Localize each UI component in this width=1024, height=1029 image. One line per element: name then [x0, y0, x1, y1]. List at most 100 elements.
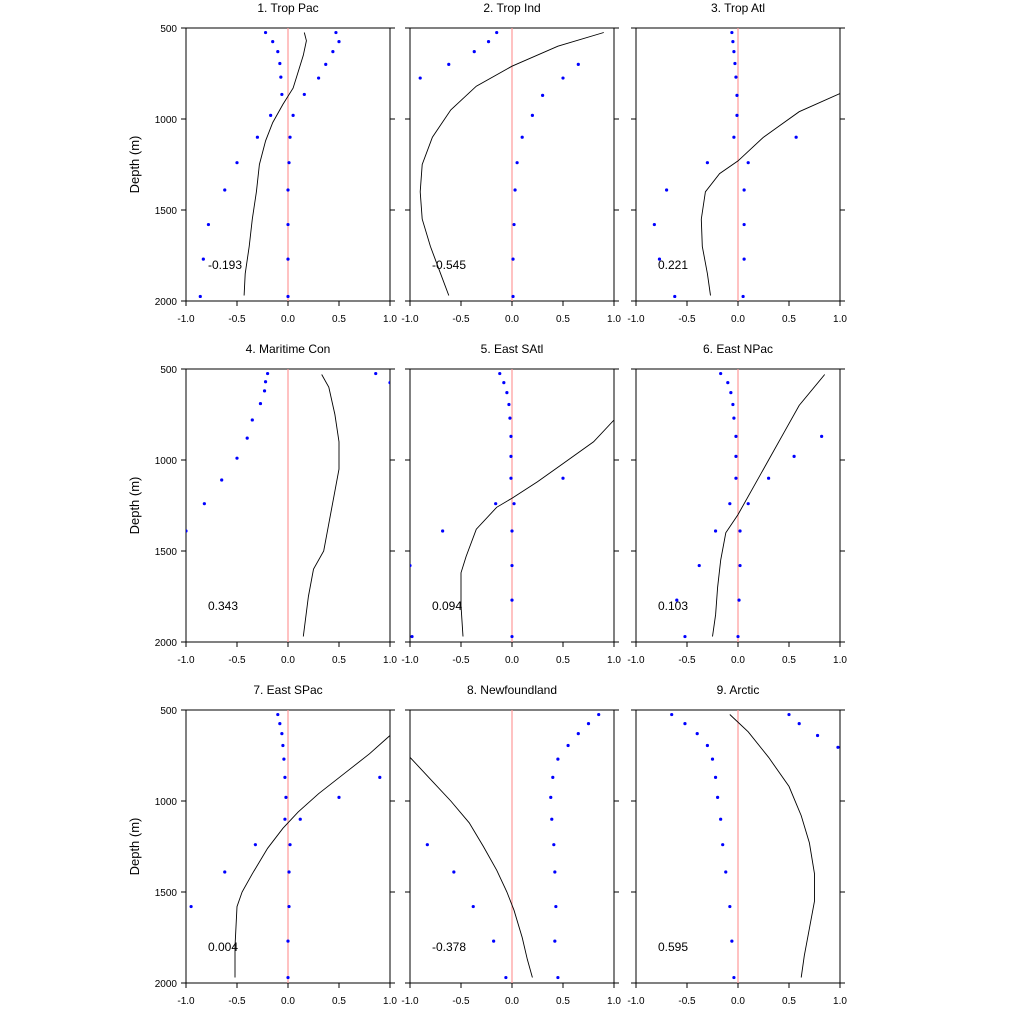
data-point: [728, 904, 732, 909]
x-tick-label: 0.0: [505, 314, 519, 325]
data-point: [286, 257, 290, 261]
data-point: [223, 188, 227, 192]
data-point: [719, 817, 723, 821]
y-tick-label: 500: [160, 706, 177, 717]
panel-title: 6. East NPac: [703, 342, 773, 356]
data-point: [288, 135, 292, 139]
panel-annotation: 0.221: [658, 258, 688, 272]
data-point: [286, 222, 290, 227]
data-point: [202, 502, 206, 506]
x-tick-label: 1.0: [383, 655, 397, 666]
data-point: [797, 722, 801, 726]
correlation-curve: [700, 93, 840, 296]
data-point: [418, 76, 422, 80]
panel-2: 2. Trop Ind -1.0 -0.5 0.0 0.5 1.0 -0.545: [401, 1, 621, 325]
x-tick-label: 0.5: [556, 655, 570, 666]
panel-5: 5. East SAtl -1.0 -0.5 0.0 0.5 1.0 0.094: [401, 342, 621, 666]
panel-title: 5. East SAtl: [481, 342, 544, 356]
data-point: [441, 529, 445, 533]
panel-annotation: 0.595: [658, 940, 688, 954]
data-point: [742, 188, 746, 192]
data-point: [665, 188, 669, 192]
data-point: [710, 757, 715, 761]
data-point: [732, 50, 736, 54]
data-point: [561, 476, 565, 480]
data-point: [597, 712, 601, 717]
data-point: [792, 454, 796, 458]
correlation-curve: [419, 32, 604, 296]
data-point: [552, 843, 556, 847]
panel-annotation: 0.103: [658, 599, 688, 613]
panel-annotation: 0.343: [208, 599, 238, 613]
x-tick-label: 0.5: [332, 314, 346, 325]
data-point: [276, 712, 280, 717]
y-tick-label: 1500: [155, 547, 178, 558]
data-point: [486, 40, 491, 44]
data-point: [291, 113, 295, 117]
data-point: [657, 257, 662, 261]
data-point: [734, 476, 738, 480]
data-point: [767, 476, 771, 480]
plot-content: [189, 712, 390, 980]
y-tick-label: 2000: [155, 297, 178, 308]
data-point: [223, 870, 227, 874]
x-tick-label: -1.0: [401, 996, 419, 1007]
panel-title: 8. Newfoundland: [467, 683, 557, 697]
y-axis-label: Depth (m): [127, 136, 142, 194]
data-point: [724, 870, 728, 874]
data-point: [683, 634, 687, 639]
data-point: [515, 161, 519, 165]
panel-9: 9. Arctic -1.0 -0.5 0.0 0.5 1.0 0.595: [627, 683, 847, 1007]
data-point: [286, 188, 290, 192]
data-point: [280, 92, 284, 97]
y-tick-label: 1000: [155, 456, 178, 467]
data-point: [566, 743, 570, 748]
data-point: [732, 135, 736, 139]
data-point: [298, 817, 302, 821]
data-point: [276, 50, 280, 54]
data-point: [815, 733, 820, 738]
data-point: [511, 257, 515, 261]
data-point: [731, 40, 735, 44]
data-point: [673, 294, 677, 299]
panel-annotation: -0.378: [432, 940, 466, 954]
data-point: [741, 294, 745, 299]
panel-3: 3. Trop Atl -1.0 -0.5 0.0 0.5 1.0 0.221: [627, 1, 847, 325]
data-point: [512, 502, 516, 506]
data-point: [278, 722, 282, 726]
x-tick-label: -0.5: [228, 996, 246, 1007]
data-point: [263, 30, 268, 35]
x-tick-label: 0.0: [731, 996, 745, 1007]
y-axis-label: Depth (m): [127, 818, 142, 876]
data-point: [541, 93, 545, 97]
y-tick-label: 1500: [155, 888, 178, 899]
panel-7: 7. East SPac -1.0 -0.5 0.0 0.5 1.0 500 1000 1500…: [127, 683, 397, 1007]
data-point: [729, 391, 733, 395]
data-point: [719, 371, 723, 376]
data-point: [282, 757, 286, 761]
x-tick-label: 1.0: [607, 655, 621, 666]
data-point: [652, 222, 656, 227]
data-point: [736, 634, 740, 639]
x-tick-label: -0.5: [452, 314, 470, 325]
panel-4: 4. Maritime Con -1.0 -0.5 0.0 0.5 1.0 500 1000 1…: [127, 342, 397, 666]
data-point: [509, 476, 513, 480]
data-point: [705, 743, 710, 748]
data-point: [507, 402, 511, 407]
data-point: [554, 904, 558, 909]
panel-title: 4. Maritime Con: [246, 342, 331, 356]
x-tick-label: -1.0: [627, 655, 645, 666]
y-tick-label: 500: [160, 24, 177, 35]
data-point: [512, 222, 516, 227]
data-point: [721, 843, 725, 847]
data-point: [713, 529, 718, 533]
x-tick-label: 0.0: [505, 655, 519, 666]
data-point: [508, 416, 512, 420]
data-point: [288, 843, 292, 847]
data-point: [286, 975, 290, 980]
x-tick-label: 0.5: [556, 314, 570, 325]
y-tick-label: 2000: [155, 979, 178, 990]
data-point: [492, 939, 496, 943]
y-tick-label: 1500: [155, 206, 178, 217]
data-point: [713, 775, 718, 779]
